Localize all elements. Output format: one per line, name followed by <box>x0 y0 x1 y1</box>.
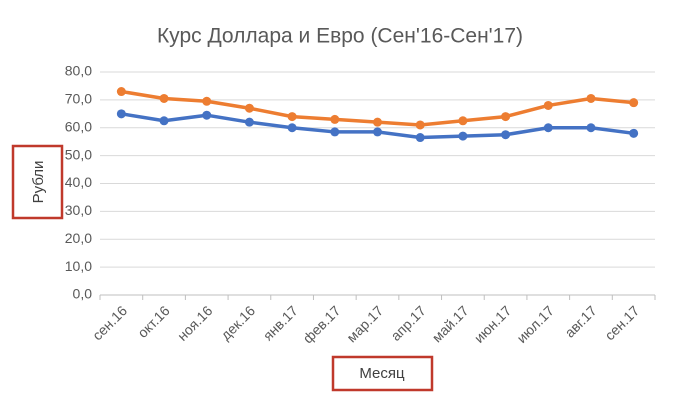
data-point <box>202 110 212 120</box>
data-point <box>116 109 126 119</box>
data-point <box>287 112 297 122</box>
data-point <box>244 103 254 113</box>
data-point <box>244 117 254 127</box>
y-axis-label: Рубли <box>30 161 47 204</box>
data-point <box>373 127 382 137</box>
data-point <box>458 116 468 126</box>
data-point <box>415 133 425 143</box>
data-point <box>501 112 511 122</box>
x-axis-label: Месяц <box>359 365 405 382</box>
data-point <box>629 98 639 108</box>
data-point <box>159 116 169 126</box>
chart-title: Курс Доллара и Евро (Сен'16-Сен'17) <box>157 25 523 48</box>
y-tick-label: 80,0 <box>65 63 92 79</box>
y-tick-label: 60,0 <box>65 118 92 134</box>
y-tick-label: 10,0 <box>65 258 92 274</box>
data-point <box>501 130 511 140</box>
y-tick-label: 70,0 <box>65 91 92 107</box>
y-tick-label: 40,0 <box>65 174 92 190</box>
data-point <box>373 117 382 127</box>
data-point <box>458 131 468 141</box>
data-point <box>543 123 553 133</box>
data-point <box>330 114 340 124</box>
data-point <box>202 96 212 106</box>
data-point <box>287 123 297 133</box>
data-point <box>330 127 340 137</box>
data-point <box>116 87 126 97</box>
y-tick-label: 50,0 <box>65 146 92 162</box>
data-point <box>586 93 596 103</box>
data-point <box>415 120 425 130</box>
data-point <box>543 100 553 110</box>
data-point <box>629 128 639 138</box>
y-tick-label: 30,0 <box>65 202 92 218</box>
data-point <box>586 123 596 133</box>
y-tick-label: 20,0 <box>65 230 92 246</box>
y-label-box <box>11 144 64 220</box>
data-point <box>159 93 169 103</box>
x-label-box <box>331 355 434 392</box>
y-tick-label: 0,0 <box>73 286 93 302</box>
